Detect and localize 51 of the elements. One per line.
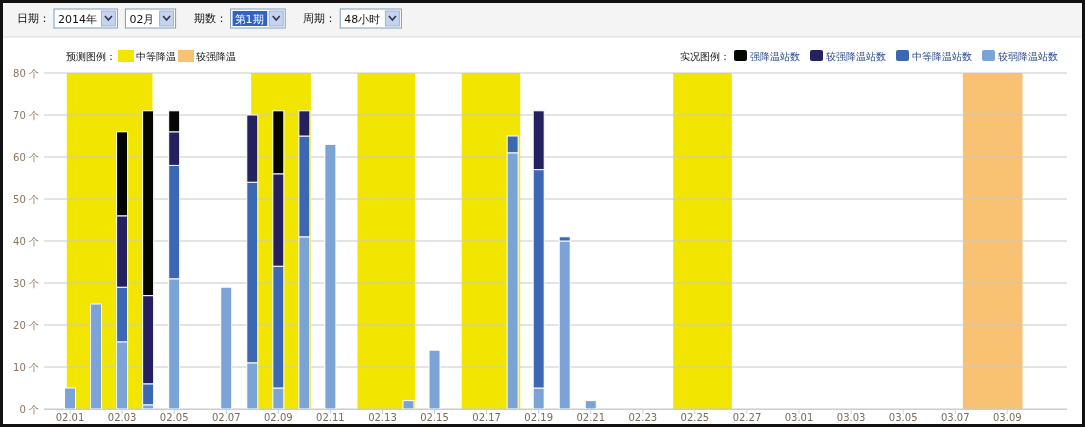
y-tick-label: 80 个 (13, 68, 39, 79)
x-tick-label: 02.13 (368, 412, 397, 423)
y-tick-label: 20 个 (13, 320, 39, 331)
bar (64, 387, 77, 410)
x-tick-label: 02.01 (55, 412, 85, 423)
y-tick-label: 0 个 (19, 404, 39, 415)
text: 预测图例： (66, 51, 116, 62)
x-tick-label: 02.23 (628, 412, 658, 423)
x-tick-label: 02.21 (576, 412, 606, 423)
bar (584, 400, 597, 410)
text: 第1期 (234, 13, 264, 26)
text: 2014年 (58, 13, 97, 26)
x-tick-label: 02.09 (264, 412, 293, 423)
x-tick-label: 02.07 (211, 412, 241, 423)
bar (558, 240, 571, 410)
bar (220, 286, 233, 410)
text: 48小时 (344, 13, 381, 26)
y-tick-label: 50 个 (13, 194, 39, 205)
x-tick-label: 02.17 (472, 412, 501, 423)
legend-label: 较强降温站数 (826, 51, 886, 62)
y-tick-label: 40 个 (13, 236, 39, 247)
bar (428, 349, 441, 410)
bar (324, 143, 337, 410)
x-tick-label: 02.19 (524, 412, 554, 423)
x-tick-label: 03.01 (784, 412, 814, 423)
x-tick-label: 03.05 (888, 412, 918, 423)
x-tick-label: 03.09 (993, 412, 1022, 423)
x-tick-label: 03.07 (940, 412, 970, 423)
legend-label: 较强降温 (196, 51, 236, 62)
x-tick-label: 02.05 (159, 412, 189, 423)
y-tick-label: 60 个 (13, 152, 39, 163)
legend-label: 较弱降温站数 (998, 51, 1058, 62)
x-tick-label: 02.25 (680, 412, 710, 423)
legend-label: 强降温站数 (750, 51, 800, 62)
x-tick-label: 02.27 (732, 412, 762, 423)
legend-label: 中等降温站数 (912, 51, 972, 62)
y-tick-label: 30 个 (13, 278, 39, 289)
x-tick-label: 02.11 (316, 412, 345, 423)
legend-label: 中等降温 (136, 51, 176, 62)
text: 02月 (129, 13, 155, 26)
text: 期数： (193, 12, 227, 25)
x-tick-label: 03.03 (836, 412, 866, 423)
bar (90, 303, 103, 410)
x-tick-label: 02.03 (107, 412, 137, 423)
text: 日期： (17, 12, 50, 25)
legend-title: 实况图例： (680, 51, 730, 62)
text: 周期： (303, 12, 337, 25)
bar (402, 400, 415, 410)
y-tick-label: 70 个 (13, 110, 39, 121)
x-tick-label: 02.15 (420, 412, 449, 423)
y-tick-label: 10 个 (13, 362, 39, 373)
